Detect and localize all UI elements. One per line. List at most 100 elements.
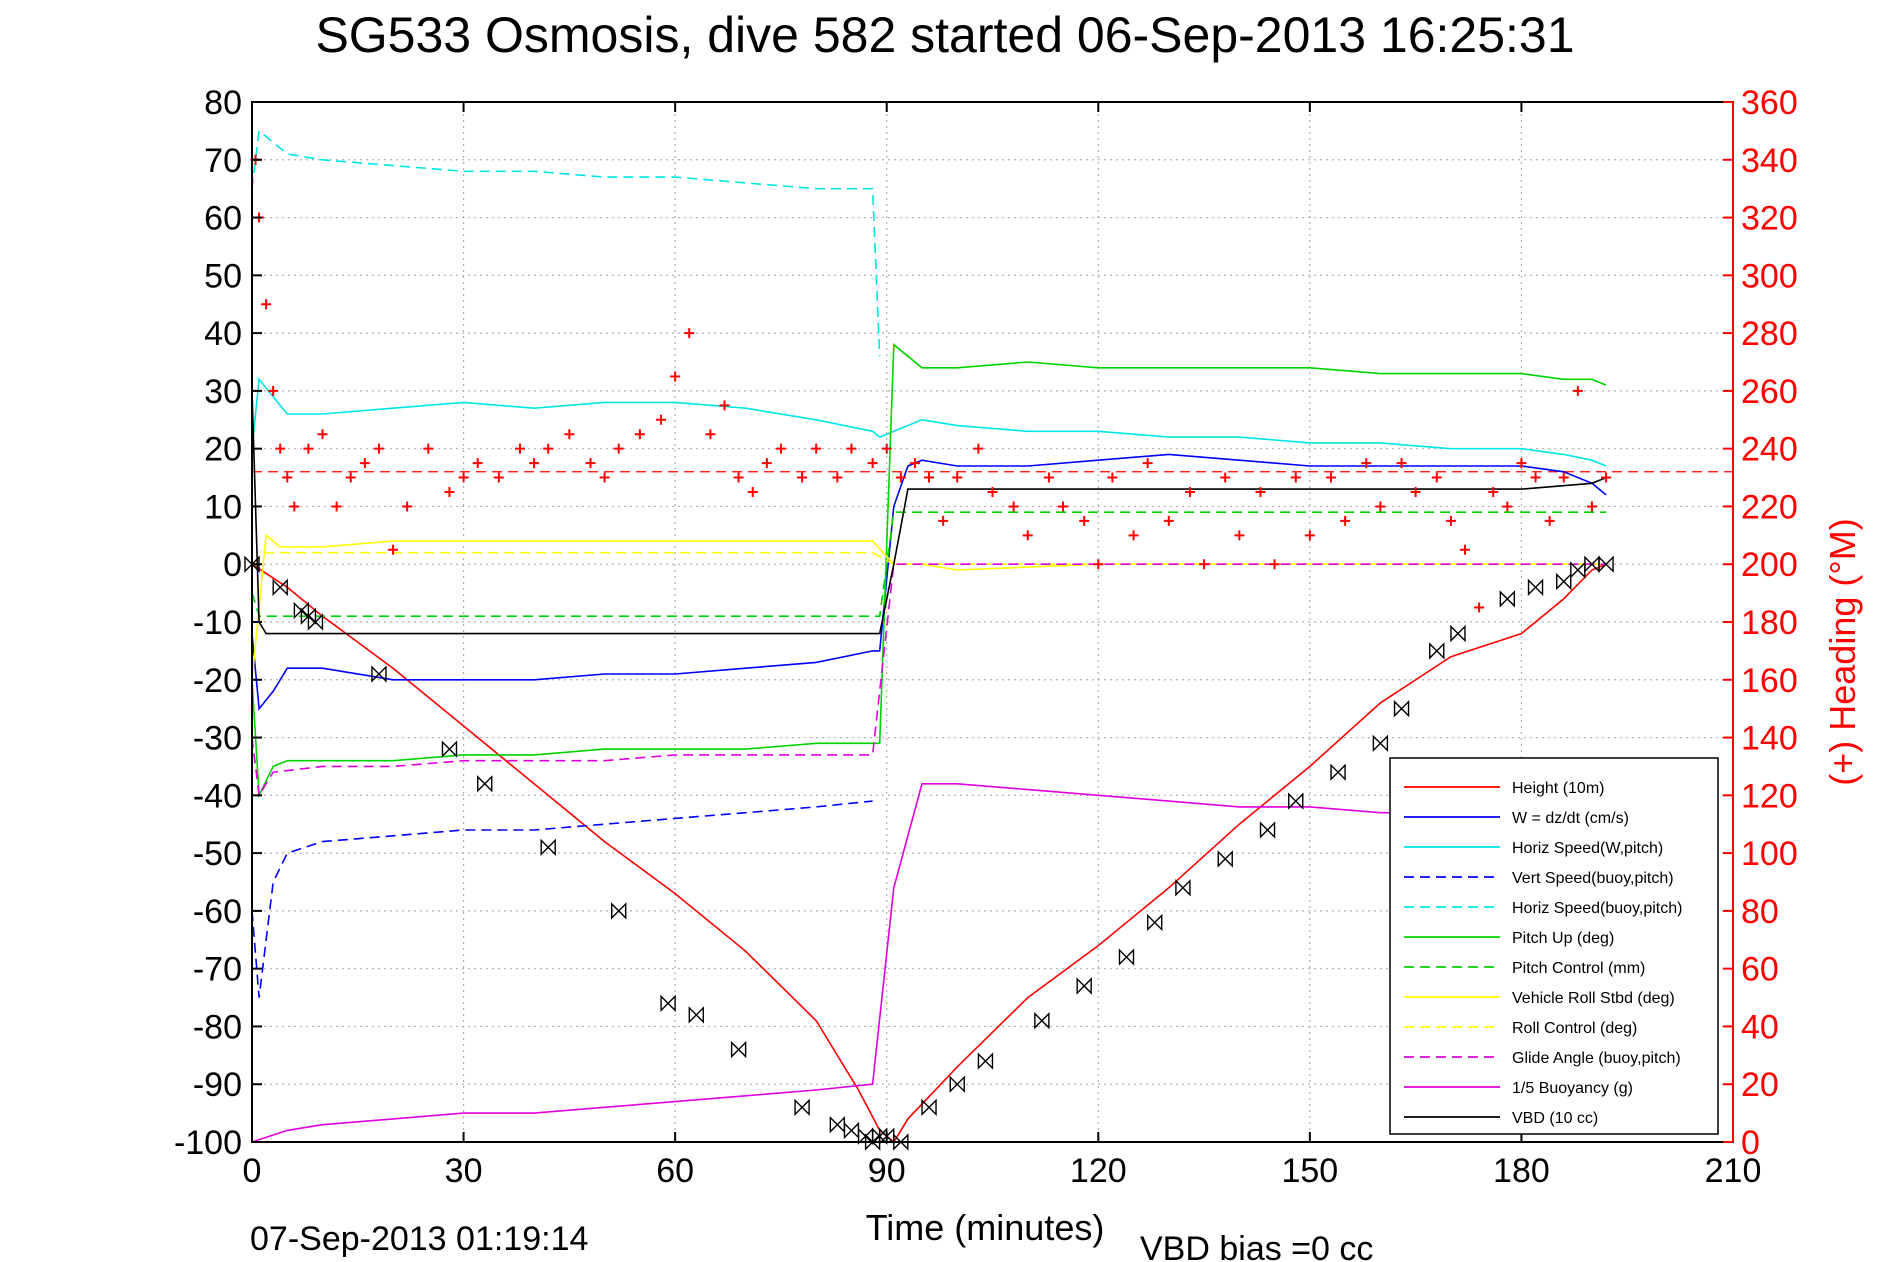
height-marker [871,1127,888,1145]
heading-point [705,429,716,440]
legend-label: VBD (10 cc) [1512,1110,1598,1127]
heading-point [261,299,272,310]
height-marker [611,902,627,920]
heading-point [924,472,935,483]
y-tick-label: -10 [193,604,242,642]
height-marker [1429,642,1445,660]
heading-point [1199,559,1210,570]
heading-point [458,472,469,483]
x-tick-label: 90 [868,1152,906,1190]
heading-point [331,501,342,512]
height-marker [794,1098,810,1117]
series-height-10m [251,563,1607,1144]
y-tick-label: -20 [193,662,242,700]
heading-point [289,501,300,512]
y2-tick-label: 220 [1741,488,1798,526]
heading-point [1474,602,1485,613]
y2-tick-label: 180 [1741,604,1798,642]
heading-point [1516,458,1527,469]
legend-label: Pitch Up (deg) [1512,930,1614,947]
heading-point [529,458,540,469]
heading-point [832,472,843,483]
x-tick-label: 60 [656,1152,694,1190]
y-tick-label: -40 [193,777,242,815]
height-marker [1217,850,1233,868]
heading-point [867,458,878,469]
height-marker [921,1098,937,1117]
series-vbd-10-cc [251,390,1607,635]
height-marker [1330,763,1346,781]
heading-point [1163,515,1174,526]
heading-point [895,472,906,483]
y2-tick-label: 280 [1741,315,1798,353]
y-tick-label: 60 [204,200,242,238]
heading-point [514,443,525,454]
heading-point [444,487,455,497]
heading-point [564,429,575,440]
y2-tick-label: 0 [1741,1124,1760,1162]
heading-point [1601,472,1612,483]
heading-point [1410,487,1421,497]
height-marker [1175,879,1191,897]
y2-tick-label: 340 [1741,142,1798,180]
height-marker [244,555,260,573]
heading-point [1234,530,1245,541]
y2-axis-label: (+) Heading (°M) [1822,518,1863,785]
heading-point [1445,515,1456,526]
heading-point [656,414,667,425]
series-1-5-buoyancy-g [251,782,1522,1143]
x-tick-label: 150 [1281,1152,1338,1190]
legend-box [1389,757,1719,1135]
axis-ticks: 0 30 60 90 120 150 180 210-100-90-80-70-60-50-4… [174,84,1798,1190]
heading-point [634,429,645,440]
heading-point [1043,472,1054,483]
heading-point [1361,458,1372,469]
y-tick-label: -70 [193,951,242,989]
heading-point [599,472,610,483]
x-tick-label: 0 [243,1152,262,1190]
heading-point [1431,472,1442,483]
x-tick-label: 30 [445,1152,483,1190]
height-marker [1034,1011,1050,1030]
heading-point [1255,487,1266,497]
heading-point [268,385,279,396]
height-marker [293,601,310,620]
y2-tick-label: 300 [1741,257,1798,295]
series-pitch-up-deg [251,343,1607,799]
heading-point [402,501,413,512]
height-marker [688,1006,704,1024]
x-tick-label: 120 [1070,1152,1127,1190]
height-marker [1372,734,1389,753]
height-marker [1527,578,1544,597]
height-marker [879,1127,895,1145]
legend-label: Vehicle Roll Stbd (deg) [1512,990,1675,1007]
heading-point [1460,544,1471,555]
y2-tick-label: 140 [1741,720,1798,758]
heading-point [1488,487,1499,497]
y-tick-label: 20 [204,431,242,469]
heading-point [1142,458,1153,469]
y2-tick-label: 360 [1741,84,1798,122]
heading-point [881,443,892,454]
y-tick-label: 0 [223,546,242,584]
heading-point [1107,472,1118,483]
height-marker [730,1040,747,1059]
height-marker [1147,913,1163,932]
height-marker [300,607,317,625]
y2-tick-label: 240 [1741,431,1798,469]
x-tick-label: 180 [1493,1152,1550,1190]
heading-point [1586,501,1597,512]
height-marker [540,838,556,857]
heading-point [747,487,758,497]
height-marker [441,740,458,758]
heading-point [846,443,857,454]
heading-point [1396,458,1407,469]
y2-tick-label: 40 [1741,1008,1779,1046]
height-marker [1450,624,1466,643]
heading-point [1502,501,1513,512]
heading-point [493,472,504,483]
heading-point [719,400,730,411]
heading-point [1022,530,1033,541]
heading-point [1340,515,1351,526]
y-tick-label: -90 [193,1066,242,1104]
